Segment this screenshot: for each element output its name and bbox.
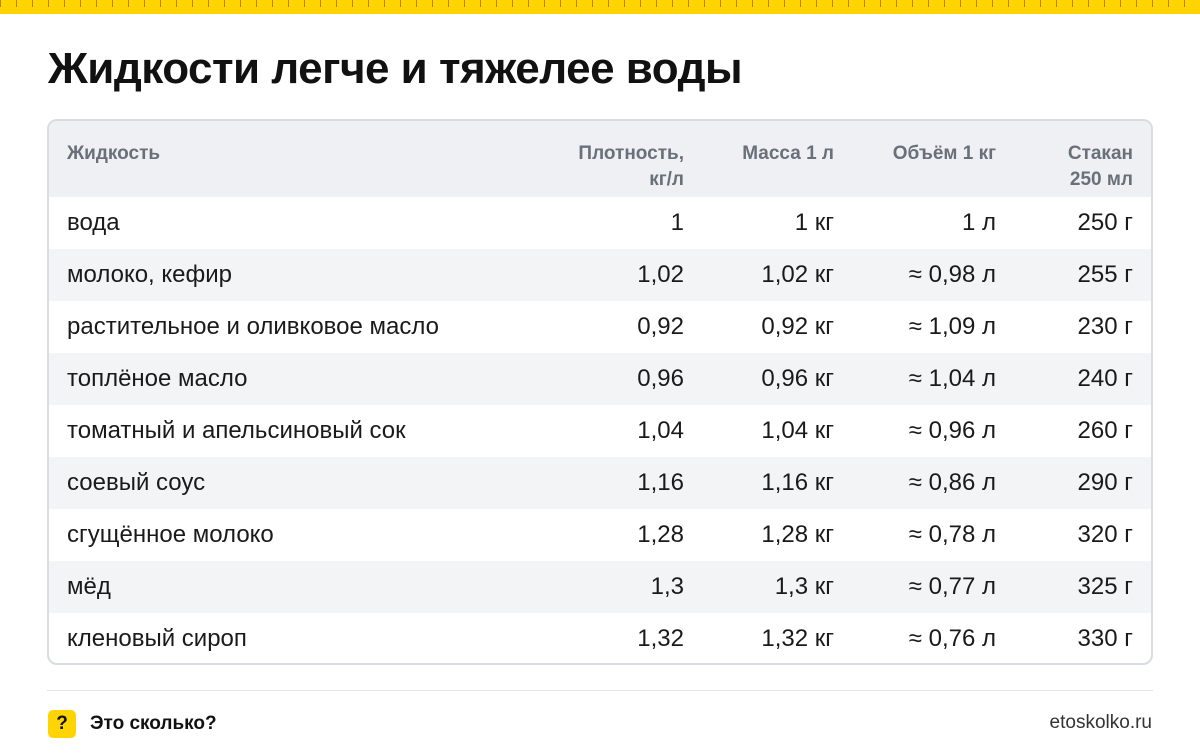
density-table-card: Жидкость Плотность, кг/л Масса 1 л Объём… — [47, 119, 1153, 665]
table-row: молоко, кефир 1,02 1,02 кг ≈ 0,98 л 255 … — [49, 249, 1151, 301]
cell-glass: 230 г — [1077, 313, 1133, 340]
site-link[interactable]: etoskolko.ru — [1049, 712, 1152, 733]
cell-liquid: растительное и оливковое масло — [67, 313, 439, 340]
cell-liquid: томатный и апельсиновый сок — [67, 417, 406, 444]
header-mass-label: Масса 1 л — [742, 143, 834, 164]
cell-mass: 1,3 кг — [774, 573, 834, 600]
cell-glass: 240 г — [1077, 365, 1133, 392]
cell-liquid: топлёное масло — [67, 365, 248, 392]
cell-liquid: вода — [67, 209, 120, 236]
ruler-strip — [0, 0, 1200, 14]
cell-density: 1,28 — [637, 521, 684, 548]
cell-volume: ≈ 1,04 л — [908, 365, 996, 392]
table-row: мёд 1,3 1,3 кг ≈ 0,77 л 325 г — [49, 561, 1151, 613]
header-liquid: Жидкость — [49, 121, 544, 197]
cell-density: 1 — [670, 209, 684, 236]
cell-liquid: сгущённое молоко — [67, 521, 274, 548]
cell-density: 0,96 — [637, 365, 684, 392]
table-row: сгущённое молоко 1,28 1,28 кг ≈ 0,78 л 3… — [49, 509, 1151, 561]
header-glass: Стакан 250 мл — [996, 121, 1151, 197]
cell-glass: 250 г — [1077, 209, 1133, 236]
cell-glass: 320 г — [1077, 521, 1133, 548]
cell-volume: ≈ 0,77 л — [908, 573, 996, 600]
cell-volume: ≈ 0,78 л — [908, 521, 996, 548]
header-glass-line2: 250 мл — [1069, 169, 1133, 190]
density-table: Жидкость Плотность, кг/л Масса 1 л Объём… — [49, 121, 1151, 663]
header-mass: Масса 1 л — [684, 121, 834, 197]
table-row: томатный и апельсиновый сок 1,04 1,04 кг… — [49, 405, 1151, 457]
table-row: растительное и оливковое масло 0,92 0,92… — [49, 301, 1151, 353]
header-glass-line1: Стакан — [1067, 143, 1133, 164]
cell-liquid: молоко, кефир — [67, 261, 233, 288]
table-header-row: Жидкость Плотность, кг/л Масса 1 л Объём… — [49, 121, 1151, 197]
cell-volume: ≈ 0,86 л — [908, 469, 996, 496]
cell-mass: 1,04 кг — [761, 417, 834, 444]
footer-divider — [47, 690, 1153, 691]
header-liquid-label: Жидкость — [67, 143, 161, 164]
table-row: топлёное масло 0,96 0,96 кг ≈ 1,04 л 240… — [49, 353, 1151, 405]
cell-density: 1,32 — [637, 625, 684, 652]
cell-glass: 325 г — [1077, 573, 1133, 600]
cell-mass: 1,32 кг — [761, 625, 834, 652]
cell-liquid: кленовый сироп — [67, 625, 247, 652]
cell-glass: 290 г — [1077, 469, 1133, 496]
cell-volume: ≈ 1,09 л — [908, 313, 996, 340]
header-density-line1: Плотность, — [578, 143, 684, 164]
cell-liquid: соевый соус — [67, 469, 206, 496]
table-row: соевый соус 1,16 1,16 кг ≈ 0,86 л 290 г — [49, 457, 1151, 509]
cell-mass: 1,16 кг — [761, 469, 834, 496]
table-body: вода 1 1 кг 1 л 250 г молоко, кефир 1,02… — [49, 197, 1151, 663]
cell-volume: ≈ 0,98 л — [908, 261, 996, 288]
cell-density: 1,3 — [650, 573, 684, 600]
cell-density: 0,92 — [637, 313, 684, 340]
cell-glass: 330 г — [1077, 625, 1133, 652]
cell-density: 1,02 — [637, 261, 684, 288]
question-mark-icon: ? — [48, 710, 76, 738]
cell-volume: 1 л — [961, 209, 996, 236]
header-density-line2: кг/л — [649, 169, 684, 190]
table-row: вода 1 1 кг 1 л 250 г — [49, 197, 1151, 249]
brand-name: Это сколько? — [90, 713, 217, 734]
cell-volume: ≈ 0,76 л — [908, 625, 996, 652]
header-density: Плотность, кг/л — [544, 121, 684, 197]
cell-density: 1,16 — [637, 469, 684, 496]
brand-logo-link[interactable]: ? Это сколько? — [48, 710, 217, 738]
cell-mass: 0,96 кг — [761, 365, 834, 392]
cell-mass: 0,92 кг — [761, 313, 834, 340]
cell-liquid: мёд — [67, 573, 111, 600]
table-row: кленовый сироп 1,32 1,32 кг ≈ 0,76 л 330… — [49, 613, 1151, 663]
table-header: Жидкость Плотность, кг/л Масса 1 л Объём… — [49, 121, 1151, 197]
header-volume-label: Объём 1 кг — [892, 143, 996, 164]
cell-mass: 1,02 кг — [761, 261, 834, 288]
cell-mass: 1 кг — [794, 209, 834, 236]
cell-density: 1,04 — [637, 417, 684, 444]
header-volume: Объём 1 кг — [834, 121, 996, 197]
cell-glass: 260 г — [1077, 417, 1133, 444]
cell-glass: 255 г — [1077, 261, 1133, 288]
page-title: Жидкости легче и тяжелее воды — [48, 44, 743, 93]
cell-volume: ≈ 0,96 л — [908, 417, 996, 444]
cell-mass: 1,28 кг — [761, 521, 834, 548]
